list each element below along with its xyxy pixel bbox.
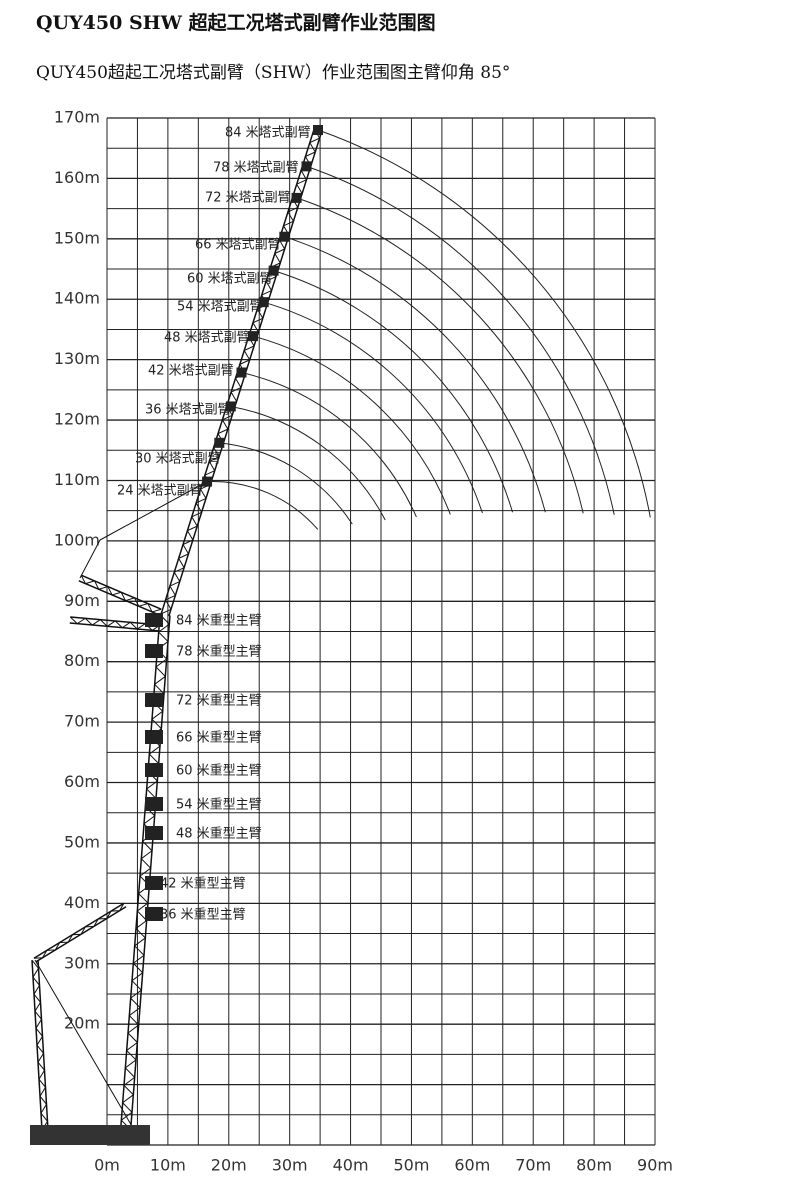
jib-head	[247, 331, 258, 342]
range-arc	[252, 335, 451, 515]
jib-label: 72 米塔式副臂	[205, 191, 291, 206]
boom-lattice	[31, 959, 49, 1131]
range-arc	[230, 405, 386, 521]
jib-head	[214, 437, 225, 448]
boom-lattice	[33, 903, 125, 959]
boom-head	[145, 613, 163, 627]
y-tick-label: 20m	[64, 1014, 100, 1033]
boom-label: 66 米重型主臂	[176, 730, 262, 746]
jib-label: 30 米塔式副臂	[135, 452, 221, 467]
y-tick-label: 110m	[54, 470, 100, 489]
jib-head	[268, 265, 279, 276]
jib-head	[236, 367, 247, 378]
x-tick-label: 60m	[454, 1156, 490, 1175]
range-arc	[241, 372, 417, 518]
jib-label: 84 米塔式副臂	[225, 126, 311, 141]
x-tick-label: 70m	[515, 1156, 551, 1175]
boom-label: 72 米重型主臂	[176, 693, 262, 709]
range-arc	[306, 165, 615, 515]
boom-label: 78 米重型主臂	[176, 644, 262, 660]
jib-label: 78 米塔式副臂	[213, 161, 299, 176]
jib-label: 36 米塔式副臂	[145, 403, 231, 418]
x-tick-label: 90m	[637, 1156, 673, 1175]
y-tick-label: 80m	[64, 651, 100, 670]
jib-head	[279, 231, 290, 242]
x-tick-label: 10m	[150, 1156, 186, 1175]
jib-label: 48 米塔式副臂	[164, 331, 250, 346]
pendant	[99, 479, 211, 541]
y-tick-label: 60m	[64, 772, 100, 791]
jib-label: 66 米塔式副臂	[195, 238, 281, 253]
y-tick-label: 70m	[64, 712, 100, 731]
boom-head	[145, 730, 163, 744]
x-tick-label: 20m	[211, 1156, 247, 1175]
y-tick-label: 40m	[64, 893, 100, 912]
range-arc	[296, 197, 584, 514]
range-arc	[273, 270, 514, 513]
range-arc	[263, 301, 483, 514]
y-tick-label: 100m	[54, 530, 100, 549]
jib-label: 54 米塔式副臂	[177, 300, 263, 315]
jib-head	[225, 401, 236, 412]
y-tick-label: 90m	[64, 591, 100, 610]
boom-chord	[37, 959, 49, 1130]
jib-head	[301, 161, 312, 172]
jib-head	[202, 476, 213, 487]
jib-label: 24 米塔式副臂	[117, 484, 203, 499]
boom-label: 54 米重型主臂	[176, 797, 262, 813]
boom-head	[145, 797, 163, 811]
pendant	[34, 959, 141, 1141]
subtitle: QUY450超起工况塔式副臂（SHW）作业范围图主臂仰角 85°	[36, 63, 511, 83]
y-tick-label: 160m	[54, 168, 100, 187]
boom-chord	[69, 622, 160, 632]
x-tick-label: 30m	[272, 1156, 308, 1175]
jib-head	[313, 125, 323, 135]
boom-head	[145, 693, 163, 707]
boom-head	[145, 763, 163, 777]
boom-label: 36 米重型主臂	[160, 907, 246, 923]
range-arc	[219, 442, 353, 525]
boom-head	[145, 907, 163, 921]
boom-label: 42 米重型主臂	[160, 876, 246, 892]
y-tick-label: 120m	[54, 410, 100, 429]
boom-head	[145, 826, 163, 840]
boom-lattice	[80, 575, 162, 613]
boom-chord	[78, 580, 160, 616]
x-tick-label: 0m	[94, 1156, 120, 1175]
jib-label: 42 米塔式副臂	[148, 364, 234, 379]
boom-head	[145, 876, 163, 890]
range-arc	[284, 236, 546, 513]
jib-head	[258, 297, 269, 308]
boom-label: 84 米重型主臂	[176, 613, 262, 629]
y-tick-label: 30m	[64, 953, 100, 972]
y-tick-label: 150m	[54, 228, 100, 247]
boom-label: 60 米重型主臂	[176, 763, 262, 779]
y-tick-label: 140m	[54, 289, 100, 308]
x-tick-label: 40m	[333, 1156, 369, 1175]
title: QUY450 SHW 超起工况塔式副臂作业范围图	[36, 12, 436, 34]
range-arc	[317, 129, 651, 518]
pendant	[79, 539, 101, 579]
y-tick-label: 50m	[64, 832, 100, 851]
jib-head	[291, 192, 302, 203]
boom-chord	[33, 902, 125, 959]
y-tick-label: 170m	[54, 108, 100, 127]
boom-label: 48 米重型主臂	[176, 826, 262, 842]
range-arc	[207, 481, 319, 530]
y-tick-label: 130m	[54, 349, 100, 368]
boom-head	[145, 644, 163, 658]
x-tick-label: 80m	[576, 1156, 612, 1175]
jib-label: 60 米塔式副臂	[187, 272, 273, 287]
crane-base	[30, 1125, 150, 1145]
x-tick-label: 50m	[393, 1156, 429, 1175]
